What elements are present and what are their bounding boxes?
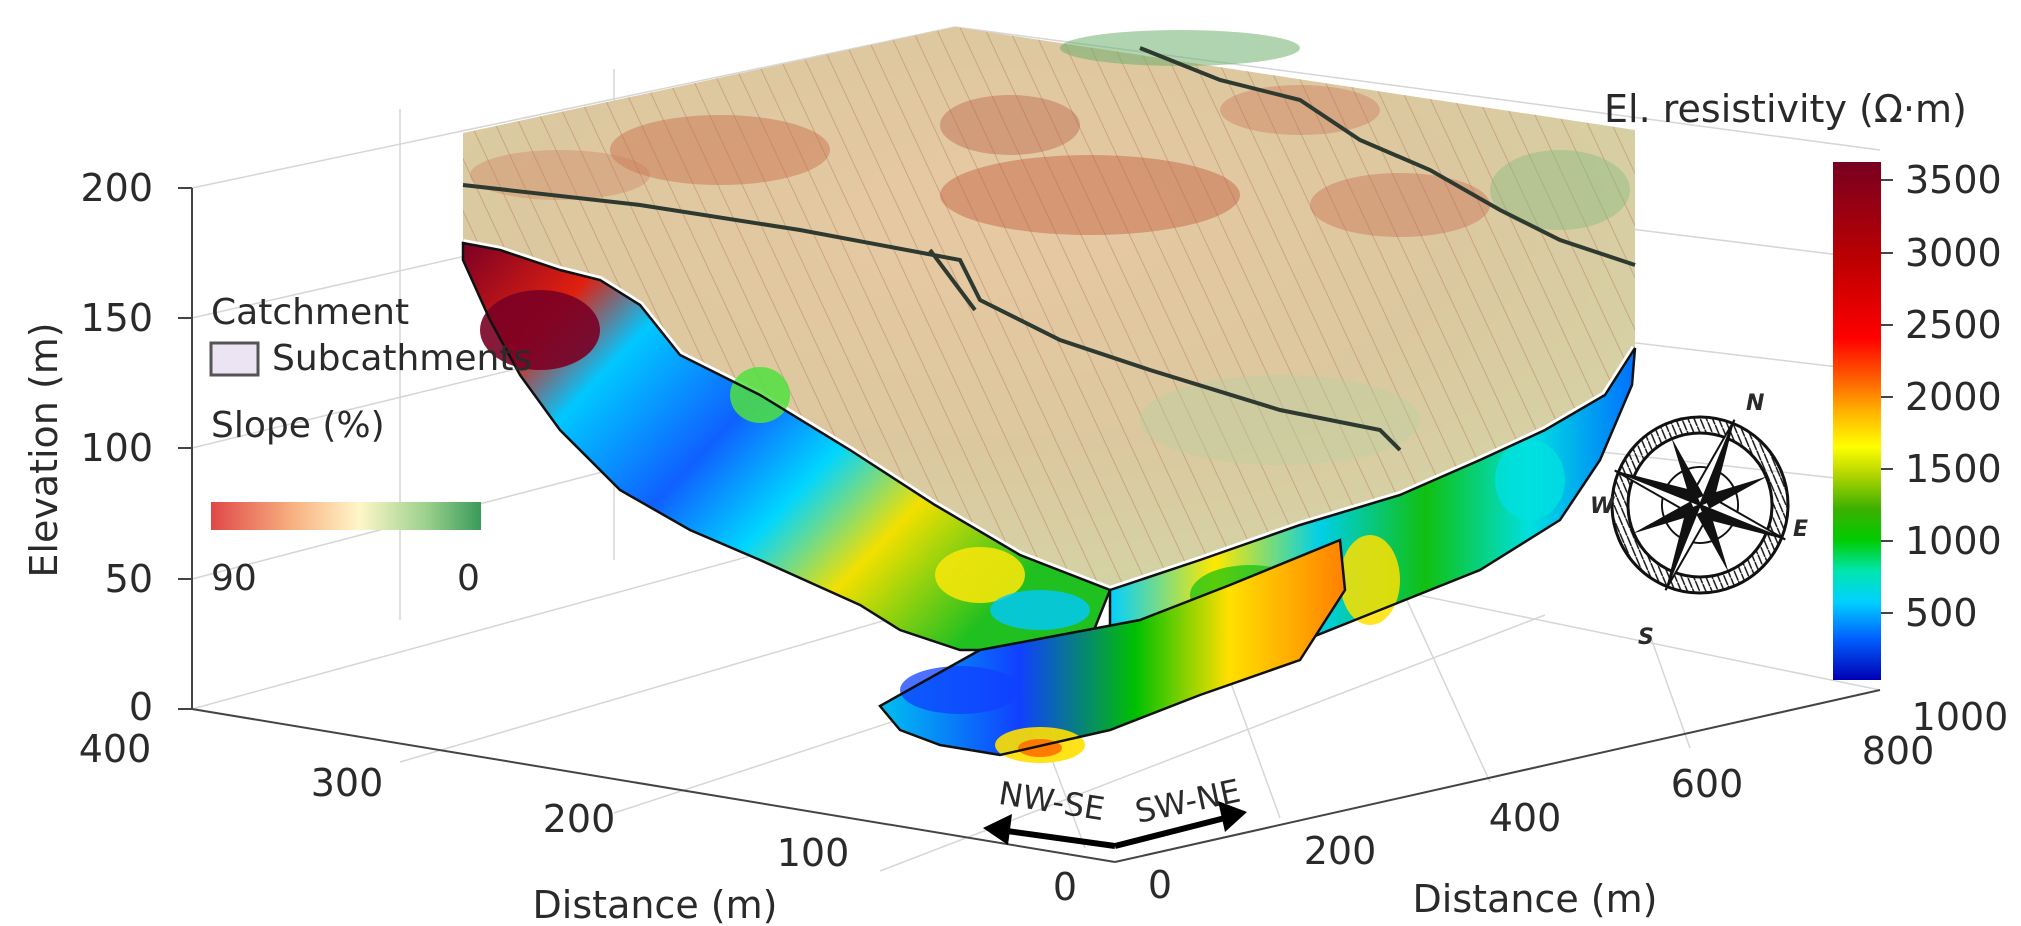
tick-label: 200 (1304, 829, 1377, 873)
elevation-axis-label: Elevation (m) (22, 322, 66, 577)
compass-e: E (1793, 517, 1808, 542)
distance-right-axis-label: Distance (m) (1413, 877, 1658, 921)
tick-label: 50 (105, 557, 153, 601)
axis-lines (178, 187, 1881, 863)
tick-label: 100 (80, 426, 153, 470)
compass-n: N (1746, 391, 1764, 416)
colorbar-tick: 1000 (1905, 519, 2002, 563)
subcatchment-swatch (209, 341, 260, 377)
distance-left-ticks: 400 300 200 100 0 (79, 727, 1077, 909)
colorbar-tick: 500 (1905, 591, 1978, 635)
colorbar-ramp (1833, 162, 1881, 680)
compass-labels: N E S W (1590, 391, 1808, 650)
colorbar-tick: 3500 (1905, 158, 2002, 202)
slope-tick-label: 0 (457, 558, 480, 599)
resistivity-section-nw-se (461, 241, 1112, 652)
resistivity-section-lower (878, 538, 1347, 763)
distance-left-axis-label: Distance (m) (533, 883, 778, 926)
tick-label: 150 (80, 296, 153, 340)
colorbar-tick: 2000 (1905, 375, 2002, 419)
slope-colorbar (211, 502, 481, 530)
compass-w: W (1590, 494, 1616, 519)
colorbar-tick: 2500 (1905, 303, 2002, 347)
legend-item-subcatchments: Subcathments (272, 338, 532, 379)
colorbar-title: El. resistivity (Ω·m) (1604, 87, 1967, 131)
terrain-surface (462, 27, 1639, 594)
tick-label: 400 (1489, 796, 1562, 840)
tick-label: 600 (1671, 762, 1744, 806)
tick-label: 0 (1148, 863, 1172, 907)
tick-label: 200 (80, 166, 153, 210)
resistivity-colorbar: El. resistivity (Ω·m) 3500 3000 2500 200… (1604, 87, 2002, 680)
colorbar-tick: 1500 (1905, 447, 2002, 491)
tick-label: 0 (129, 685, 153, 729)
tick-label: 300 (311, 761, 384, 805)
profile-direction-arrows: NW-SE SW-NE (983, 772, 1247, 849)
slope-legend-title: Slope (%) (211, 405, 385, 446)
tick-label: 200 (543, 797, 616, 841)
catchment-legend: Catchment Subcathments Slope (%) 90 0 (209, 292, 532, 599)
colorbar-tick: 3000 (1905, 231, 2002, 275)
slope-tick-label: 90 (211, 558, 257, 599)
tick-label: 100 (777, 831, 850, 875)
tick-label: 0 (1053, 865, 1077, 909)
tick-label: 1000 (1912, 695, 2009, 739)
elevation-ticks: 200 150 100 50 0 (80, 166, 153, 729)
legend-title: Catchment (211, 292, 409, 333)
compass-s: S (1638, 625, 1654, 650)
compass-rose-icon (1610, 415, 1790, 595)
tick-label: 400 (79, 727, 152, 771)
distance-right-ticks: 0 200 400 600 800 1000 (1148, 695, 2008, 907)
tick-label: 800 (1862, 729, 1935, 773)
